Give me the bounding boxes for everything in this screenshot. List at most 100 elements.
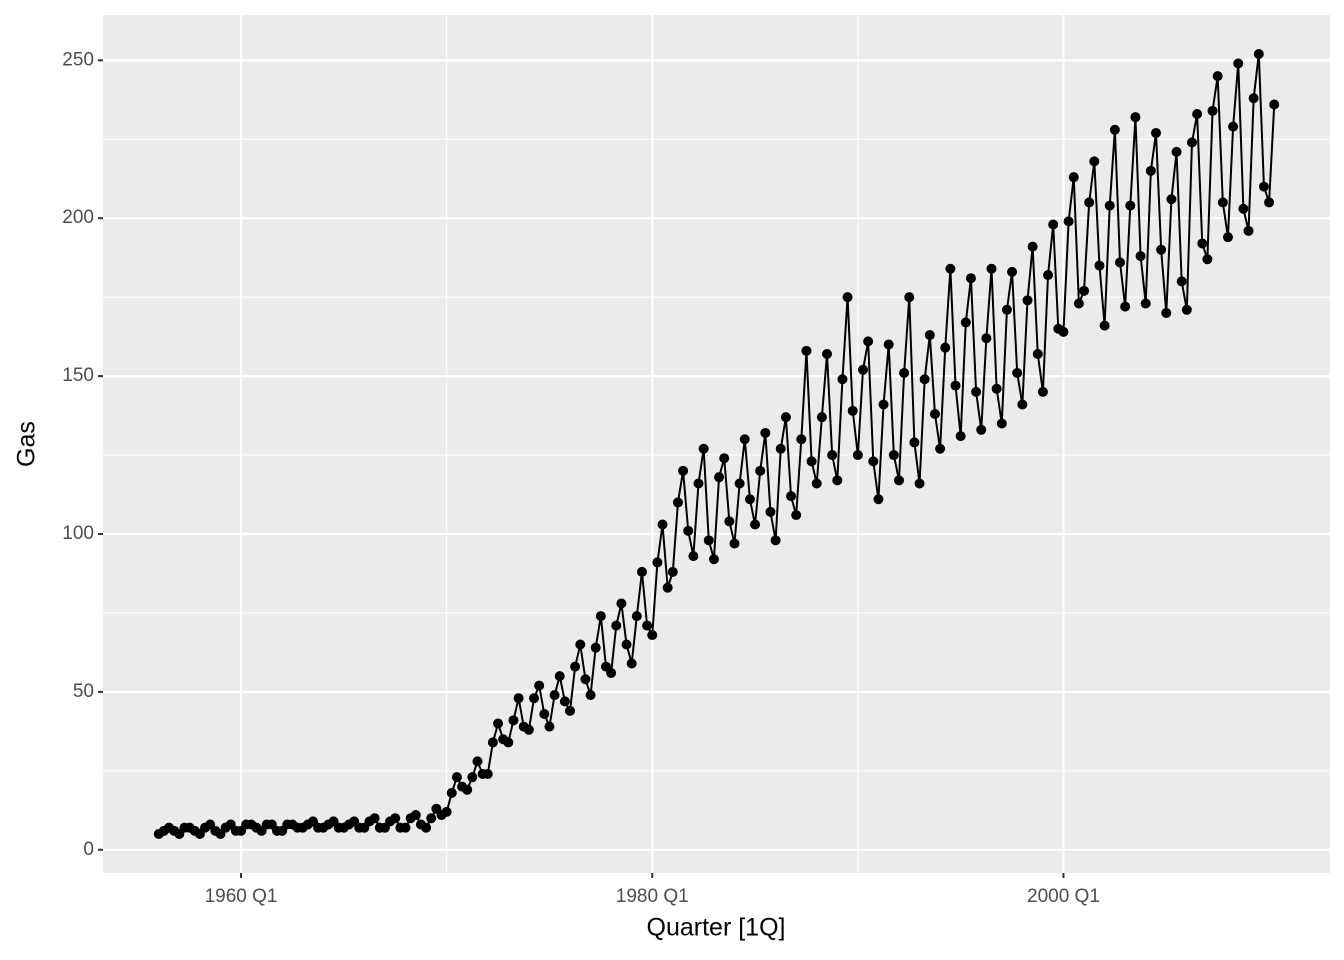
y-tick-label: 50: [73, 681, 94, 702]
point: [688, 551, 699, 562]
point: [976, 424, 987, 435]
point: [636, 566, 647, 577]
point: [1248, 93, 1259, 104]
point: [513, 693, 524, 704]
point: [811, 478, 822, 489]
point: [565, 705, 576, 716]
point: [755, 465, 766, 476]
point: [1135, 251, 1146, 262]
point: [1222, 232, 1233, 243]
point: [1130, 112, 1141, 123]
point: [647, 630, 658, 641]
point: [775, 443, 786, 454]
point: [986, 263, 997, 274]
point: [1099, 320, 1110, 331]
point: [1063, 216, 1074, 227]
point: [1171, 146, 1182, 157]
point: [893, 475, 904, 486]
point: [981, 333, 992, 344]
point: [1104, 200, 1115, 211]
point: [410, 810, 421, 821]
point: [1109, 124, 1120, 135]
point: [929, 409, 940, 419]
point: [1032, 349, 1043, 359]
point: [467, 772, 478, 783]
y-tick-label: 200: [62, 207, 94, 228]
point: [1068, 172, 1079, 183]
panel: [103, 15, 1330, 873]
point: [1140, 298, 1151, 309]
point: [909, 437, 920, 448]
point: [1048, 219, 1059, 230]
point: [482, 769, 493, 779]
point: [765, 506, 776, 517]
point: [945, 263, 956, 274]
point: [1238, 203, 1249, 214]
point: [642, 620, 653, 631]
point: [1094, 260, 1105, 271]
point: [724, 516, 735, 527]
point: [1181, 304, 1192, 315]
point: [842, 292, 853, 303]
point: [873, 494, 884, 505]
point: [657, 519, 668, 530]
point: [863, 336, 874, 347]
point: [549, 690, 560, 701]
point: [965, 273, 976, 284]
point: [1253, 49, 1264, 59]
point: [1186, 137, 1197, 148]
point: [703, 535, 714, 546]
point: [919, 374, 930, 385]
point: [1084, 197, 1095, 208]
point: [462, 784, 473, 795]
point: [672, 497, 683, 508]
point: [693, 478, 704, 489]
point: [996, 418, 1007, 429]
point: [780, 412, 791, 423]
point: [616, 598, 627, 609]
point: [1089, 156, 1100, 167]
point: [595, 611, 606, 622]
point: [1115, 257, 1126, 268]
point: [1156, 244, 1167, 255]
point: [1258, 181, 1269, 192]
point: [1192, 109, 1203, 119]
point: [960, 317, 971, 328]
point: [1269, 99, 1280, 110]
point: [806, 456, 817, 467]
point: [529, 693, 540, 704]
point: [801, 345, 812, 356]
point: [914, 478, 925, 489]
point: [1150, 127, 1161, 138]
point: [662, 582, 673, 593]
x-tick-label: 1980 Q1: [616, 886, 689, 907]
y-tick-label: 250: [62, 49, 94, 70]
point: [899, 367, 910, 378]
point: [760, 427, 771, 438]
point: [1166, 194, 1177, 205]
point: [796, 434, 807, 445]
point: [631, 611, 642, 622]
point: [1176, 276, 1187, 287]
x-axis-title: Quarter [1Q]: [647, 914, 786, 942]
point: [1079, 285, 1090, 296]
point: [585, 690, 596, 701]
point: [924, 330, 935, 341]
point: [729, 538, 740, 549]
point: [708, 554, 719, 565]
point: [904, 292, 915, 303]
point: [1012, 367, 1023, 378]
point: [1202, 254, 1213, 265]
point: [971, 386, 982, 397]
y-tick-label: 150: [62, 365, 94, 386]
point: [822, 349, 833, 359]
grid: [103, 15, 1330, 873]
point: [940, 342, 951, 353]
point: [621, 639, 632, 650]
point: [421, 822, 432, 833]
point: [734, 478, 745, 489]
point: [544, 721, 555, 732]
point: [683, 525, 694, 536]
point: [570, 661, 581, 672]
